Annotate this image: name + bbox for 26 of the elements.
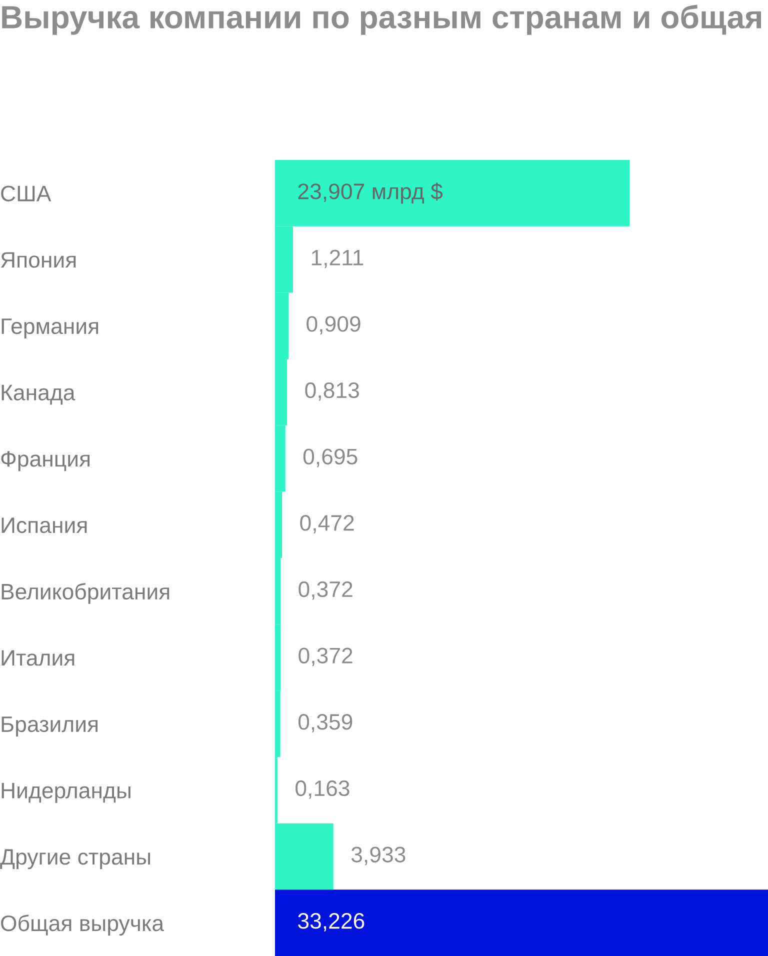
data-label: 0,163 <box>296 780 350 799</box>
y-tick-label: Нидерланды <box>2 782 130 803</box>
y-tick-label: Франция <box>1 451 90 472</box>
data-label: 23,907 млрд $ <box>298 182 443 204</box>
y-tick-label: Испания <box>2 518 87 534</box>
data-label: 1,211 <box>312 250 364 268</box>
y-tick-label: Общая выручка <box>1 914 164 936</box>
y-tick-label: Италия <box>2 650 74 666</box>
y-tick-label: Канада <box>2 384 76 405</box>
data-label: 3,933 <box>351 846 406 866</box>
data-label: 0,372 <box>298 648 352 666</box>
data-label: 0,372 <box>298 581 352 600</box>
y-tick-label: Бразилия <box>2 716 98 736</box>
bar <box>275 890 768 956</box>
y-tick-label: Великобритания <box>2 583 170 604</box>
y-tick-label: Германия <box>2 318 98 338</box>
y-tick-label: США <box>1 186 52 202</box>
data-label: 0,472 <box>300 515 354 534</box>
data-label: 0,909 <box>306 316 360 334</box>
y-tick-label: Другие страны <box>0 849 150 870</box>
data-label: 0,359 <box>298 714 352 732</box>
data-label: 0,695 <box>303 448 358 468</box>
chart-title: Выручка компании по разным странам и общая <box>2 4 761 35</box>
data-label: 0,813 <box>305 382 359 401</box>
data-label: 33,226 <box>298 913 364 932</box>
y-tick-label: Япония <box>1 252 76 268</box>
